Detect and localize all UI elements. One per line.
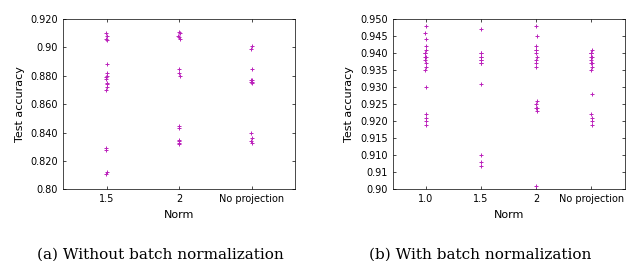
X-axis label: Norm: Norm — [493, 210, 524, 220]
Y-axis label: Test accuracy: Test accuracy — [15, 66, 25, 142]
Text: (a) Without batch normalization: (a) Without batch normalization — [36, 247, 284, 261]
Text: (b) With batch normalization: (b) With batch normalization — [369, 247, 591, 261]
Y-axis label: Test accuracy: Test accuracy — [344, 66, 355, 142]
X-axis label: Norm: Norm — [164, 210, 195, 220]
